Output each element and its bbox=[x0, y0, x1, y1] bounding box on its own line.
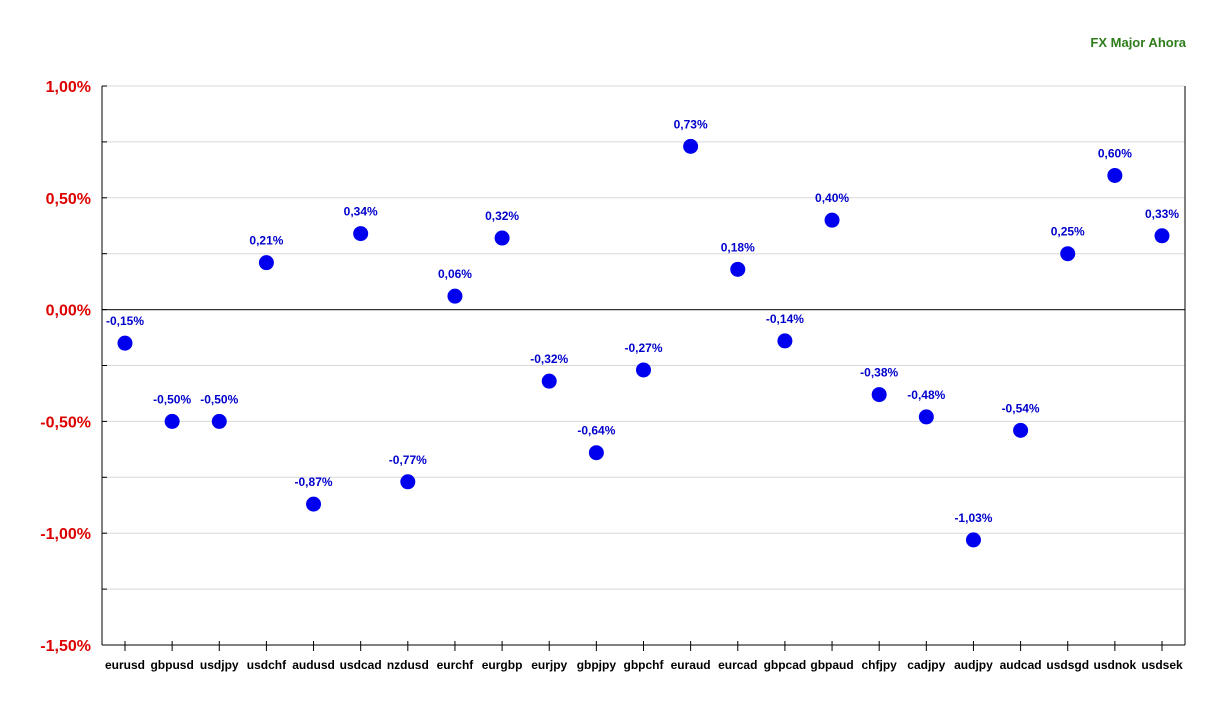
x-tick-label: cadjpy bbox=[907, 658, 945, 672]
data-point-audjpy bbox=[965, 532, 981, 548]
data-label-usdsek: 0,33% bbox=[1145, 207, 1179, 221]
data-label-eurcad: 0,18% bbox=[721, 240, 755, 254]
data-point-audusd bbox=[306, 496, 322, 512]
x-tick-label: eurusd bbox=[105, 658, 145, 672]
x-tick-label: usdsgd bbox=[1046, 658, 1089, 672]
data-label-gbpjpy: -0,64% bbox=[577, 424, 615, 438]
x-tick-label: gbpcad bbox=[764, 658, 807, 672]
data-point-gbpchf bbox=[636, 362, 651, 378]
data-point-usdsgd bbox=[1060, 246, 1076, 262]
x-tick-label: usdjpy bbox=[200, 658, 239, 672]
data-label-eurusd: -0,15% bbox=[106, 314, 144, 328]
data-labels: -0,15% -0,50% -0,50% 0,21% -0,87% 0,34% -0,77%… bbox=[106, 117, 1179, 525]
data-label-audjpy: -1,03% bbox=[954, 511, 992, 525]
data-label-gbpcad: -0,14% bbox=[766, 312, 804, 326]
data-label-gbpusd: -0,50% bbox=[153, 392, 191, 406]
data-label-nzdusd: -0,77% bbox=[389, 453, 427, 467]
x-tick-label: usdsek bbox=[1141, 658, 1183, 672]
data-point-cadjpy bbox=[918, 409, 934, 425]
x-tick-label: eurgbp bbox=[482, 658, 523, 672]
x-tick-label: audcad bbox=[1000, 658, 1042, 672]
data-point-eurusd bbox=[117, 335, 133, 351]
x-tick-label: nzdusd bbox=[387, 658, 429, 672]
data-point-eurjpy bbox=[541, 373, 557, 389]
x-tick-label: gbpjpy bbox=[577, 658, 617, 672]
data-point-usdjpy bbox=[211, 413, 227, 429]
data-points bbox=[117, 138, 1170, 548]
axes: 1,00%0,50%0,00%-0,50%-1,00%-1,50%eurusd g… bbox=[40, 79, 1186, 672]
data-point-gbpaud bbox=[824, 212, 840, 228]
data-label-gbpaud: 0,40% bbox=[815, 191, 849, 205]
data-point-gbpjpy bbox=[588, 445, 604, 461]
x-tick-label: gbpaud bbox=[810, 658, 853, 672]
x-tick-label: eurcad bbox=[718, 658, 757, 672]
data-point-nzdusd bbox=[400, 474, 416, 490]
data-label-cadjpy: -0,48% bbox=[907, 388, 945, 402]
x-tick-label: eurjpy bbox=[531, 658, 567, 672]
y-tick-label: -1,00% bbox=[40, 526, 91, 543]
data-label-eurjpy: -0,32% bbox=[530, 352, 568, 366]
data-label-usdjpy: -0,50% bbox=[200, 392, 238, 406]
data-point-usdchf bbox=[258, 255, 274, 271]
data-label-chfjpy: -0,38% bbox=[860, 366, 898, 380]
x-tick-label: eurchf bbox=[437, 658, 475, 672]
data-point-usdsek bbox=[1154, 228, 1170, 244]
x-tick-label: gbpchf bbox=[624, 658, 665, 672]
x-tick-label: audusd bbox=[292, 658, 335, 672]
data-label-usdnok: 0,60% bbox=[1098, 146, 1132, 160]
x-tick-label: gbpusd bbox=[150, 658, 193, 672]
y-tick-label: 1,00% bbox=[46, 79, 91, 96]
data-label-audusd: -0,87% bbox=[295, 475, 333, 489]
data-point-gbpcad bbox=[777, 333, 793, 349]
data-label-usdchf: 0,21% bbox=[249, 234, 283, 248]
data-point-euraud bbox=[683, 138, 699, 154]
y-tick-label: 0,50% bbox=[46, 191, 91, 208]
data-point-usdnok bbox=[1107, 167, 1123, 183]
data-point-eurgbp bbox=[494, 230, 510, 246]
data-point-eurcad bbox=[730, 261, 746, 277]
data-label-eurchf: 0,06% bbox=[438, 267, 472, 281]
y-tick-label: -0,50% bbox=[40, 414, 91, 431]
x-tick-label: euraud bbox=[671, 658, 711, 672]
y-tick-label: 0,00% bbox=[46, 303, 91, 320]
data-label-usdcad: 0,34% bbox=[344, 205, 378, 219]
chart-title: FX Major Ahora bbox=[1090, 35, 1186, 50]
data-label-usdsgd: 0,25% bbox=[1051, 225, 1085, 239]
y-tick-label: -1,50% bbox=[40, 638, 91, 655]
data-label-eurgbp: 0,32% bbox=[485, 209, 519, 223]
x-tick-label: usdchf bbox=[247, 658, 287, 672]
x-tick-label: usdnok bbox=[1094, 658, 1137, 672]
data-point-audcad bbox=[1013, 422, 1029, 438]
x-tick-label: usdcad bbox=[340, 658, 382, 672]
x-tick-label: chfjpy bbox=[862, 658, 898, 672]
data-point-eurchf bbox=[447, 288, 463, 304]
x-tick-label: audjpy bbox=[954, 658, 993, 672]
data-point-gbpusd bbox=[164, 413, 180, 429]
data-label-audcad: -0,54% bbox=[1002, 401, 1040, 415]
data-point-usdcad bbox=[353, 226, 369, 242]
data-point-chfjpy bbox=[871, 387, 887, 403]
data-label-gbpchf: -0,27% bbox=[624, 341, 662, 355]
data-label-euraud: 0,73% bbox=[674, 117, 708, 131]
